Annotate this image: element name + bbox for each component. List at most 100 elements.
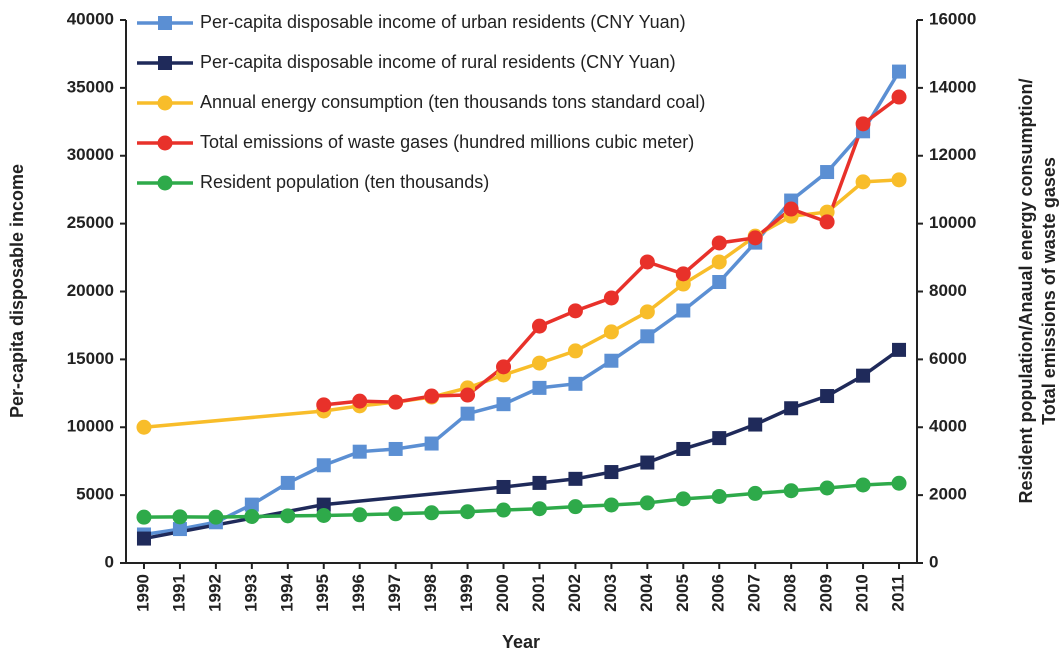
point [711,254,727,270]
x-tick-label: 1991 [169,574,188,612]
point [172,509,188,525]
point [460,504,476,520]
point [568,376,583,391]
point [856,368,871,383]
legend-label: Per-capita disposable income of urban re… [200,12,686,32]
legend-label: Total emissions of waste gases (hundred … [200,132,694,152]
point [172,522,187,537]
point [352,444,367,459]
point [676,303,691,318]
point [496,397,511,412]
point [675,491,691,507]
point [639,495,655,511]
point [424,436,439,451]
point [136,509,152,525]
point [891,475,907,491]
point [388,441,403,456]
point [639,254,655,270]
x-tick-label: 2000 [493,574,512,612]
x-tick-label: 2005 [673,574,692,612]
x-tick-label: 1995 [313,574,332,612]
y-tick-label: 25000 [67,213,114,232]
point [640,329,655,344]
point [316,458,331,473]
x-tick-label: 1990 [133,574,152,612]
series-line [143,481,900,519]
point [855,174,871,190]
x-tick-label: 2008 [781,574,800,612]
y2-tick-label: 16000 [929,9,976,28]
y-tick-label: 20000 [67,281,114,300]
point [567,303,583,319]
legend-marker [157,175,173,191]
y-tick-label: 0 [105,552,114,571]
point [352,507,368,523]
point [784,401,799,416]
point [604,353,619,368]
y2-tick-label: 4000 [929,417,967,436]
y2-tick-label: 0 [929,552,938,571]
y-tick-label: 15000 [67,349,114,368]
point [748,417,763,432]
point [639,304,655,320]
x-tick-label: 1999 [457,574,476,612]
x-tick-label: 1993 [241,574,260,612]
x-tick-label: 2001 [529,574,548,612]
point [568,471,583,486]
x-tick-label: 1996 [349,574,368,612]
point [820,165,835,180]
legend-label: Annual energy consumption (ten thousands… [200,92,705,112]
x-tick-label: 2002 [565,574,584,612]
point [496,502,512,518]
x-tick-label: 2010 [853,574,872,612]
point [855,116,871,132]
point [891,89,907,105]
point [819,214,835,230]
point [604,465,619,480]
legend-marker [158,16,172,30]
point [675,266,691,282]
x-tick-label: 2011 [889,575,908,612]
point [567,499,583,515]
point [712,431,727,446]
x-tick-label: 2009 [817,574,836,612]
point [891,172,907,188]
point [136,531,151,546]
point [280,508,296,524]
legend-marker [157,95,173,111]
y-tick-label: 35000 [67,77,114,96]
point [208,509,224,525]
point [532,380,547,395]
point [496,359,512,375]
x-tick-label: 1992 [205,574,224,612]
point [531,318,547,334]
point [747,230,763,246]
x-tick-label: 2004 [637,574,656,612]
point [244,509,260,525]
y2-axis-label: Total emissions of waste gases [1039,157,1059,425]
point [820,389,835,404]
point [603,497,619,513]
point [388,506,404,522]
x-tick-label: 2006 [709,574,728,612]
point [711,488,727,504]
point [855,477,871,493]
point [316,497,331,512]
point [531,501,547,517]
point [532,475,547,490]
point [603,324,619,340]
point [280,475,295,490]
point [640,455,655,470]
point [603,290,619,306]
y2-tick-label: 12000 [929,145,976,164]
point [892,64,907,79]
legend-marker [157,135,173,151]
point [676,441,691,456]
y2-tick-label: 6000 [929,349,967,368]
y-axis-label: Per-capita disposable income [7,164,27,418]
y2-tick-label: 8000 [929,281,967,300]
point [892,342,907,357]
x-tick-label: 1998 [421,574,440,612]
y2-tick-label: 14000 [929,77,976,96]
x-axis-label: Year [502,632,540,652]
